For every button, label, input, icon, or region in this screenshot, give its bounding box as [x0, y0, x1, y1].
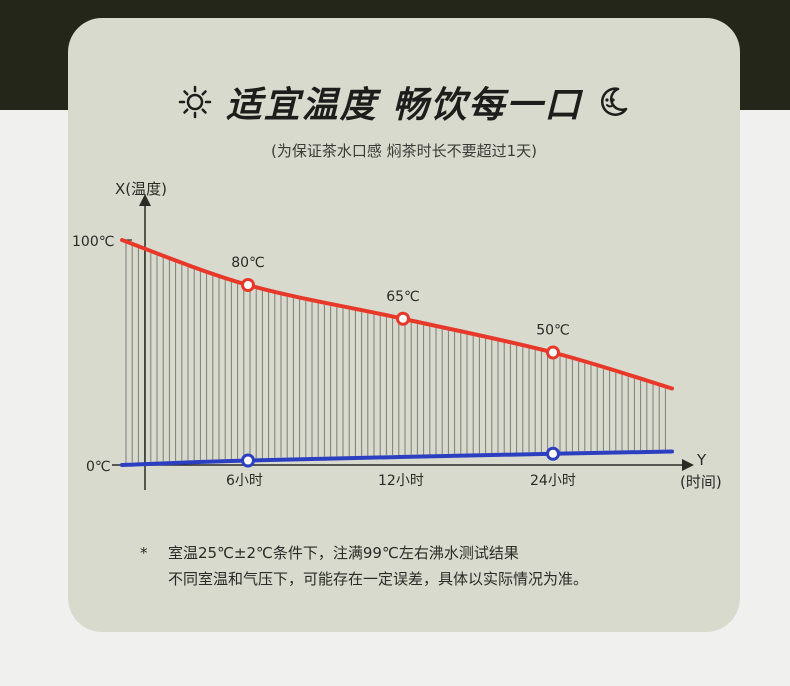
sun-icon: [178, 85, 211, 119]
data-label: 80℃: [231, 255, 265, 271]
data-label: 65℃: [386, 289, 420, 305]
x-tick-label-24h: 24小时: [530, 473, 576, 489]
hot-point: [396, 311, 410, 326]
hot-point: [241, 278, 255, 292]
ambient-line: [120, 449, 674, 467]
data-label: 50℃: [536, 323, 570, 339]
cold-point: [546, 446, 560, 461]
hot-water-line: [120, 238, 674, 391]
y-axis-label: X(温度): [115, 180, 167, 198]
x-axis-label-time: (时间): [680, 473, 722, 491]
x-tick-label-6h: 6小时: [226, 473, 263, 489]
hot-point: [546, 345, 560, 360]
footnote-line-2: 不同室温和气压下，可能存在一定误差，具体以实际情况为准。: [168, 570, 589, 588]
x-tick-label-12h: 12小时: [378, 473, 424, 489]
page-title: 适宜温度 畅饮每一口: [225, 85, 583, 126]
y-tick-label-100: 100℃: [72, 234, 114, 250]
title-row: 适宜温度 畅饮每一口: [68, 74, 740, 130]
hatch-fill: [125, 243, 666, 463]
x-axis-label-y: Y: [696, 451, 707, 469]
footnote-marker: *: [140, 544, 148, 562]
moon-stars-icon: [601, 87, 628, 116]
y-tick-label-0: 0℃: [86, 459, 111, 475]
subtitle: (为保证茶水口感 焖茶时长不要超过1天): [270, 142, 538, 160]
footnote-line-1: 室温25℃±2℃条件下，注满99℃左右沸水测试结果: [168, 544, 519, 562]
cold-point: [241, 453, 255, 468]
footnote: * 室温25℃±2℃条件下，注满99℃左右沸水测试结果 不同室温和气压下，可能存…: [140, 540, 588, 592]
